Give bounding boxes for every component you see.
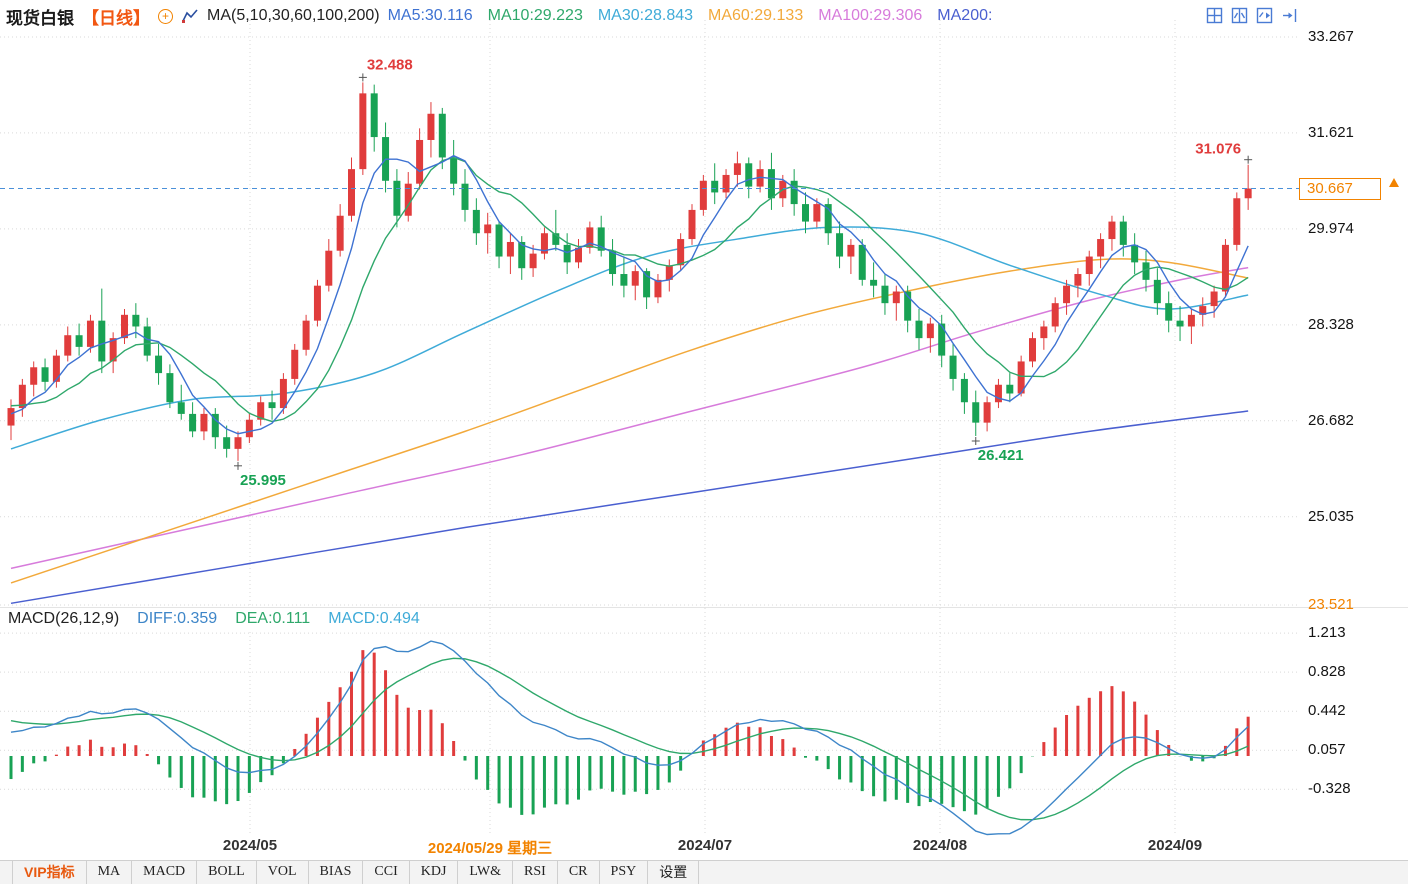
grid-layout-icon[interactable] (1206, 7, 1223, 24)
macd-gridlines (0, 608, 1300, 835)
ma30-line (10, 226, 1249, 450)
period-label: 【日线】 (82, 8, 150, 28)
indicator-tab[interactable]: BOLL (197, 861, 257, 884)
macd-header: MACD(26,12,9) DIFF:0.359 DEA:0.111 MACD:… (8, 608, 428, 630)
symbol-name: 现货白银 (6, 8, 74, 28)
indicator-tab[interactable]: CCI (363, 861, 410, 884)
ma10-line (10, 156, 1249, 423)
indicator-tab[interactable]: VOL (257, 861, 309, 884)
time-axis-label: 2024/09 (1147, 837, 1203, 854)
price-axis: 33.267 31.621 29.974 28.328 26.682 25.035 23.5… (1306, 0, 1406, 860)
chart-toolbar (1206, 7, 1298, 24)
ma-legend-item: MA100:29.306 (818, 7, 923, 24)
indicator-chart-icon[interactable] (181, 8, 199, 24)
macd-axis-label: -0.328 (1308, 780, 1351, 798)
price-axis-label: 28.328 (1308, 315, 1354, 333)
price-annotation: 26.421 (971, 436, 1024, 464)
annotation-price-label: 32.488 (367, 56, 413, 73)
ma-legend-item: MA200: (937, 7, 993, 24)
macd-axis-label: 0.057 (1308, 741, 1346, 759)
macd-histogram (9, 650, 1250, 815)
indicator-tab[interactable]: PSY (600, 861, 649, 884)
panel-separator (0, 607, 1408, 608)
diff-line (10, 640, 1249, 836)
macd-axis-label: 0.442 (1308, 702, 1346, 720)
candles (7, 82, 1252, 461)
indicator-tab[interactable]: KDJ (410, 861, 459, 884)
panel-forward-icon[interactable] (1256, 7, 1273, 24)
price-annotation: 31.076 (1195, 141, 1253, 164)
indicator-tab[interactable]: MACD (132, 861, 198, 884)
macd-dea-value: DEA:0.111 (235, 610, 311, 627)
price-annotation: 32.488 (358, 56, 413, 82)
price-axis-label: 33.267 (1308, 28, 1354, 45)
ma-legend: MA5:30.116 MA10:29.223 MA30:28.843 MA60:29.… (388, 7, 993, 25)
time-axis: 2024/05 2024/05/29 星期三 2024/07 2024/08 2024/… (0, 837, 1330, 859)
ma-settings-label: MA(5,10,30,60,100,200) (207, 7, 380, 24)
macd-params-label: MACD(26,12,9) (8, 610, 120, 627)
ma-legend-item: MA5:30.116 (387, 7, 473, 24)
ma5-line (10, 154, 1249, 435)
chart-header: 现货白银 【日线】 + MA(5,10,30,60,100,200) MA5:3… (6, 4, 992, 28)
price-axis-label: 26.682 (1308, 411, 1354, 429)
macd-axis-label: 1.213 (1308, 624, 1346, 642)
price-axis-label: 25.035 (1308, 507, 1354, 525)
indicator-tab[interactable]: BIAS (309, 861, 364, 884)
jump-to-latest-icon[interactable] (1389, 177, 1399, 187)
price-axis-label: 31.621 (1308, 123, 1354, 141)
ma100-line (10, 266, 1249, 570)
last-price-value: 30.667 (1307, 179, 1353, 197)
price-chart-canvas[interactable]: 32.488 25.995 26.421 31.076 (0, 0, 1300, 608)
indicator-tab[interactable]: VIP指标 (13, 861, 87, 884)
ma-legend-item: MA10:29.223 (487, 7, 583, 24)
time-axis-label: 2024/05/29 星期三 (427, 840, 553, 857)
dea-line (10, 657, 1249, 821)
main-gridlines (0, 20, 1300, 606)
macd-axis-label: 0.828 (1308, 663, 1346, 681)
ma-legend-item: MA60:29.133 (708, 7, 804, 24)
tab-stub (0, 861, 13, 884)
collapse-right-icon[interactable] (1281, 7, 1298, 24)
macd-diff-value: DIFF:0.359 (137, 610, 218, 627)
ma-legend-item: MA30:28.843 (597, 7, 694, 24)
time-axis-label: 2024/07 (677, 837, 733, 854)
indicator-tab[interactable]: RSI (513, 861, 558, 884)
add-circle-icon[interactable]: + (158, 8, 173, 24)
price-axis-label: 23.521 (1308, 596, 1354, 613)
indicator-tab[interactable]: CR (558, 861, 600, 884)
annotation-price-label: 31.076 (1195, 141, 1241, 158)
annotation-price-label: 25.995 (240, 472, 286, 489)
time-axis-label: 2024/05 (222, 837, 278, 854)
last-price-tag: 30.667 (1299, 177, 1381, 200)
indicator-tab[interactable]: LW& (458, 861, 514, 884)
ma200-line (10, 410, 1249, 605)
time-axis-label: 2024/08 (912, 837, 968, 854)
macd-bar-value: MACD:0.494 (328, 610, 420, 627)
macd-panel-canvas[interactable] (0, 608, 1300, 860)
annotation-price-label: 26.421 (978, 447, 1024, 464)
price-annotation: 25.995 (234, 461, 286, 489)
price-axis-label: 29.974 (1308, 219, 1354, 237)
indicator-tab-bar: VIP指标 MA MACD BOLL VOL BIAS CCI KDJ LW& RSI CR PSY 设… (0, 860, 1408, 884)
indicator-tab[interactable]: MA (87, 861, 133, 884)
indicator-tab[interactable]: 设置 (648, 861, 700, 884)
dual-panel-icon[interactable] (1231, 7, 1248, 24)
